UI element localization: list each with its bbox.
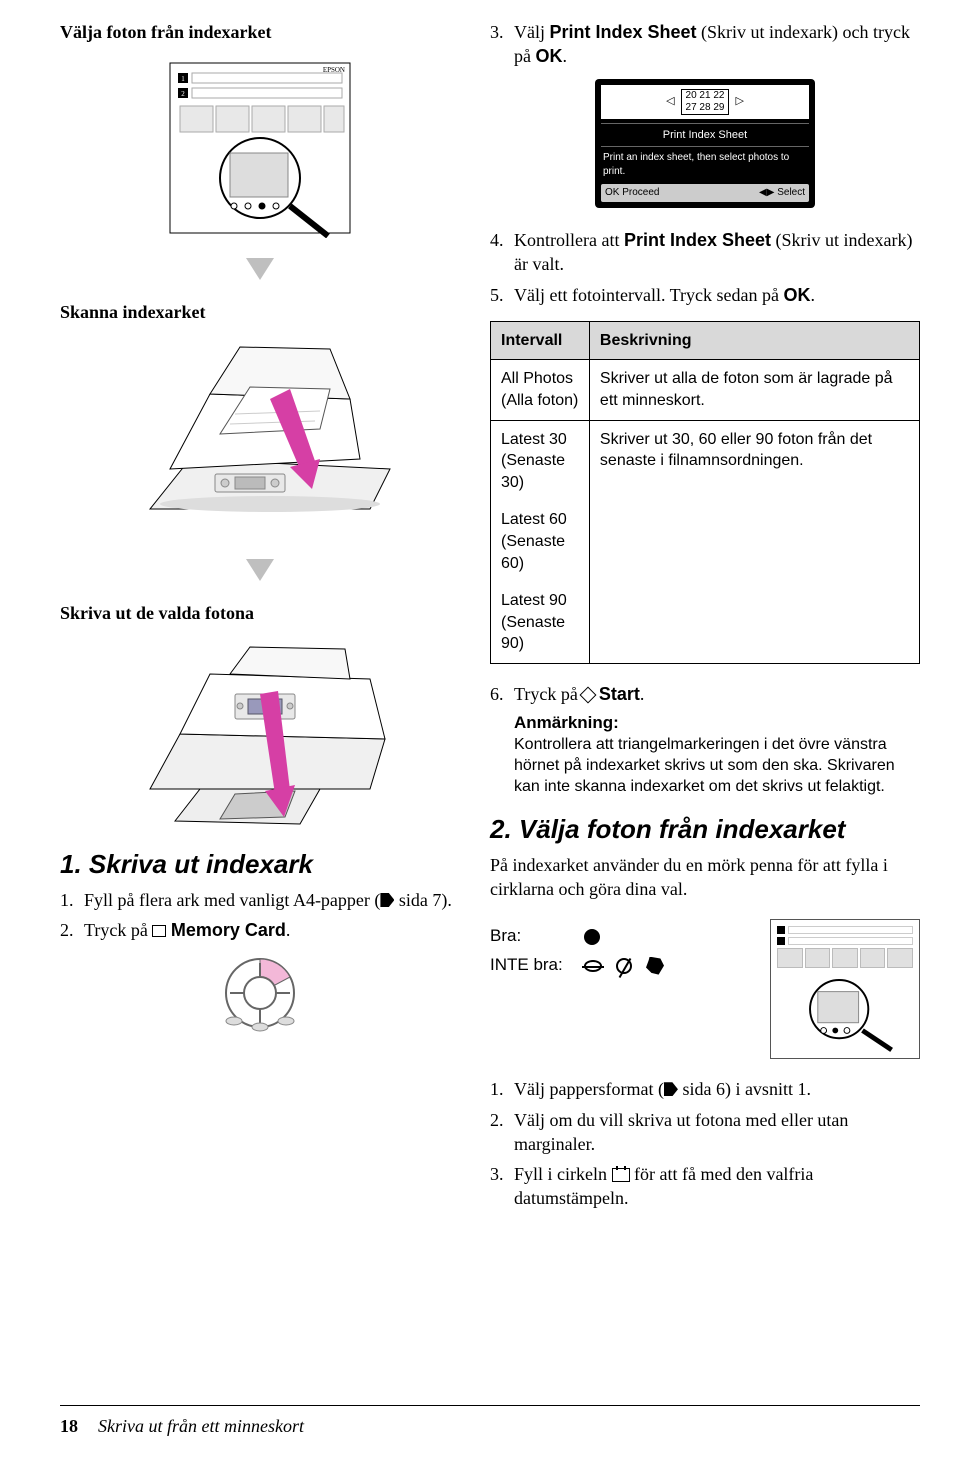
step-text: Välj xyxy=(514,22,550,42)
lcd-footer-left: OK Proceed xyxy=(605,186,659,200)
key-label: Start xyxy=(599,684,640,704)
step-text: sida 7). xyxy=(394,890,452,910)
lcd-cal-line: 20 21 22 xyxy=(686,90,725,102)
svg-text:1: 1 xyxy=(181,75,185,83)
key-label: OK xyxy=(783,285,810,305)
step-text: Välj pappersformat ( xyxy=(514,1079,664,1099)
step-text: Tryck på xyxy=(84,920,152,940)
table-cell: Latest 30 xyxy=(501,429,579,451)
start-diamond-icon xyxy=(580,686,597,703)
step-text: Fyll på flera ark med vanligt A4-papper … xyxy=(84,890,380,910)
date-stamp-icon xyxy=(612,1168,630,1182)
key-label: Print Index Sheet xyxy=(550,22,697,42)
lcd-arrow-right-icon: ▷ xyxy=(735,94,743,109)
section-1-heading: 1. Skriva ut indexark xyxy=(60,847,460,882)
reference-arrow-icon xyxy=(380,893,394,907)
interval-table: Intervall Beskrivning All Photos (Alla f… xyxy=(490,321,920,664)
lcd-cal-line: 27 28 29 xyxy=(686,102,725,114)
page-footer: 18 Skriva ut från ett minneskort xyxy=(60,1405,920,1438)
good-label: Bra: xyxy=(490,925,570,948)
memory-card-icon xyxy=(152,925,166,937)
list-item: 1. Välj pappersformat ( sida 6) i avsnit… xyxy=(490,1077,920,1101)
list-item: 6. Tryck på Start. xyxy=(490,682,920,706)
table-row: All Photos (Alla foton) Skriver ut alla … xyxy=(491,360,920,420)
table-cell: Latest 60 xyxy=(501,509,579,531)
printer-illustration xyxy=(120,639,400,829)
step-text: sida 6) i avsnitt 1. xyxy=(678,1079,811,1099)
table-row: Latest 30 (Senaste 30) Skriver ut 30, 60… xyxy=(491,420,920,501)
key-label: Memory Card xyxy=(171,920,286,940)
mode-dial-icon xyxy=(220,953,300,1033)
bad-label: INTE bra: xyxy=(490,954,570,977)
bad-mark-icon xyxy=(616,958,632,974)
footer-title: Skriva ut från ett minneskort xyxy=(98,1414,304,1438)
step-text: . xyxy=(640,684,645,704)
left-column: Välja foton från indexarket EPSON 1 2 xyxy=(60,20,460,1217)
lcd-title: Print Index Sheet xyxy=(601,123,809,148)
table-cell: All Photos xyxy=(501,368,579,390)
scanner-illustration xyxy=(120,339,400,539)
step-text: Välj ett fotointervall. Tryck sedan på xyxy=(514,285,783,305)
step1-title: Välja foton från indexarket xyxy=(60,20,460,44)
step-text: Fyll i cirkeln xyxy=(514,1164,612,1184)
good-mark-row: Bra: xyxy=(490,925,750,948)
bad-mark-icon xyxy=(584,960,602,972)
step-text: Tryck på xyxy=(514,684,582,704)
down-arrow-icon xyxy=(246,559,274,581)
bad-mark-row: INTE bra: xyxy=(490,954,750,977)
step-text: Välj om du vill skriva ut fotona med ell… xyxy=(514,1108,920,1157)
table-cell: (Senaste 30) xyxy=(501,450,579,493)
table-header: Beskrivning xyxy=(589,321,919,360)
page-number: 18 xyxy=(60,1414,78,1438)
lcd-arrow-left-icon: ◁ xyxy=(666,94,674,109)
step-text: Kontrollera att xyxy=(514,230,624,250)
filled-circle-icon xyxy=(584,929,600,945)
list-item: 2. Tryck på Memory Card. xyxy=(60,918,460,942)
key-label: Print Index Sheet xyxy=(624,230,771,250)
index-sheet-thumbnail xyxy=(770,919,920,1059)
step3-title: Skriva ut de valda fotona xyxy=(60,601,460,625)
list-item: 2. Välj om du vill skriva ut fotona med … xyxy=(490,1108,920,1157)
step-text: . xyxy=(286,920,291,940)
section-2-heading: 2. Välja foton från indexarket xyxy=(490,812,920,847)
table-cell: (Senaste 90) xyxy=(501,612,579,655)
list-item: 3. Välj Print Index Sheet (Skriv ut inde… xyxy=(490,20,920,69)
lcd-footer: OK Proceed ◀▶ Select xyxy=(601,184,809,202)
step-text: . xyxy=(810,285,815,305)
right-step-6: 6. Tryck på Start. xyxy=(490,682,920,706)
down-arrow-icon xyxy=(246,258,274,280)
right-steps-4-5: 4. Kontrollera att Print Index Sheet (Sk… xyxy=(490,228,920,307)
table-cell: (Senaste 60) xyxy=(501,531,579,574)
section-2-intro: På indexarket använder du en mörk penna … xyxy=(490,853,920,902)
table-cell: Latest 90 xyxy=(501,590,579,612)
table-cell: Skriver ut 30, 60 eller 90 foton från de… xyxy=(589,420,919,663)
lcd-calendar-row: ◁ 20 21 22 27 28 29 ▷ xyxy=(601,85,809,119)
table-header: Intervall xyxy=(491,321,590,360)
right-steps-top: 3. Välj Print Index Sheet (Skriv ut inde… xyxy=(490,20,920,69)
lcd-footer-right: ◀▶ Select xyxy=(759,186,805,200)
section-2-steps: 1. Välj pappersformat ( sida 6) i avsnit… xyxy=(490,1077,920,1210)
note-heading: Anmärkning: xyxy=(514,712,920,735)
lcd-body: Print an index sheet, then select photos… xyxy=(601,147,809,182)
note-body: Kontrollera att triangelmarkeringen i de… xyxy=(514,735,920,797)
svg-text:2: 2 xyxy=(181,90,185,98)
step-text: . xyxy=(563,46,568,66)
list-item: 5. Välj ett fotointervall. Tryck sedan p… xyxy=(490,283,920,307)
lcd-screenshot: ◁ 20 21 22 27 28 29 ▷ Print Index Sheet … xyxy=(595,79,815,208)
table-cell: Skriver ut alla de foton som är lagrade … xyxy=(589,360,919,420)
step2-title: Skanna indexarket xyxy=(60,300,460,324)
index-sheet-illustration: EPSON 1 2 xyxy=(160,58,360,238)
reference-arrow-icon xyxy=(664,1082,678,1096)
bad-mark-icon xyxy=(646,957,664,975)
list-item: 4. Kontrollera att Print Index Sheet (Sk… xyxy=(490,228,920,277)
right-column: 3. Välj Print Index Sheet (Skriv ut inde… xyxy=(490,20,920,1217)
key-label: OK xyxy=(536,46,563,66)
list-item: 1. Fyll på flera ark med vanligt A4-papp… xyxy=(60,888,460,912)
table-cell: (Alla foton) xyxy=(501,390,579,412)
list-item: 3. Fyll i cirkeln för att få med den val… xyxy=(490,1162,920,1211)
section-1-steps: 1. Fyll på flera ark med vanligt A4-papp… xyxy=(60,888,460,943)
